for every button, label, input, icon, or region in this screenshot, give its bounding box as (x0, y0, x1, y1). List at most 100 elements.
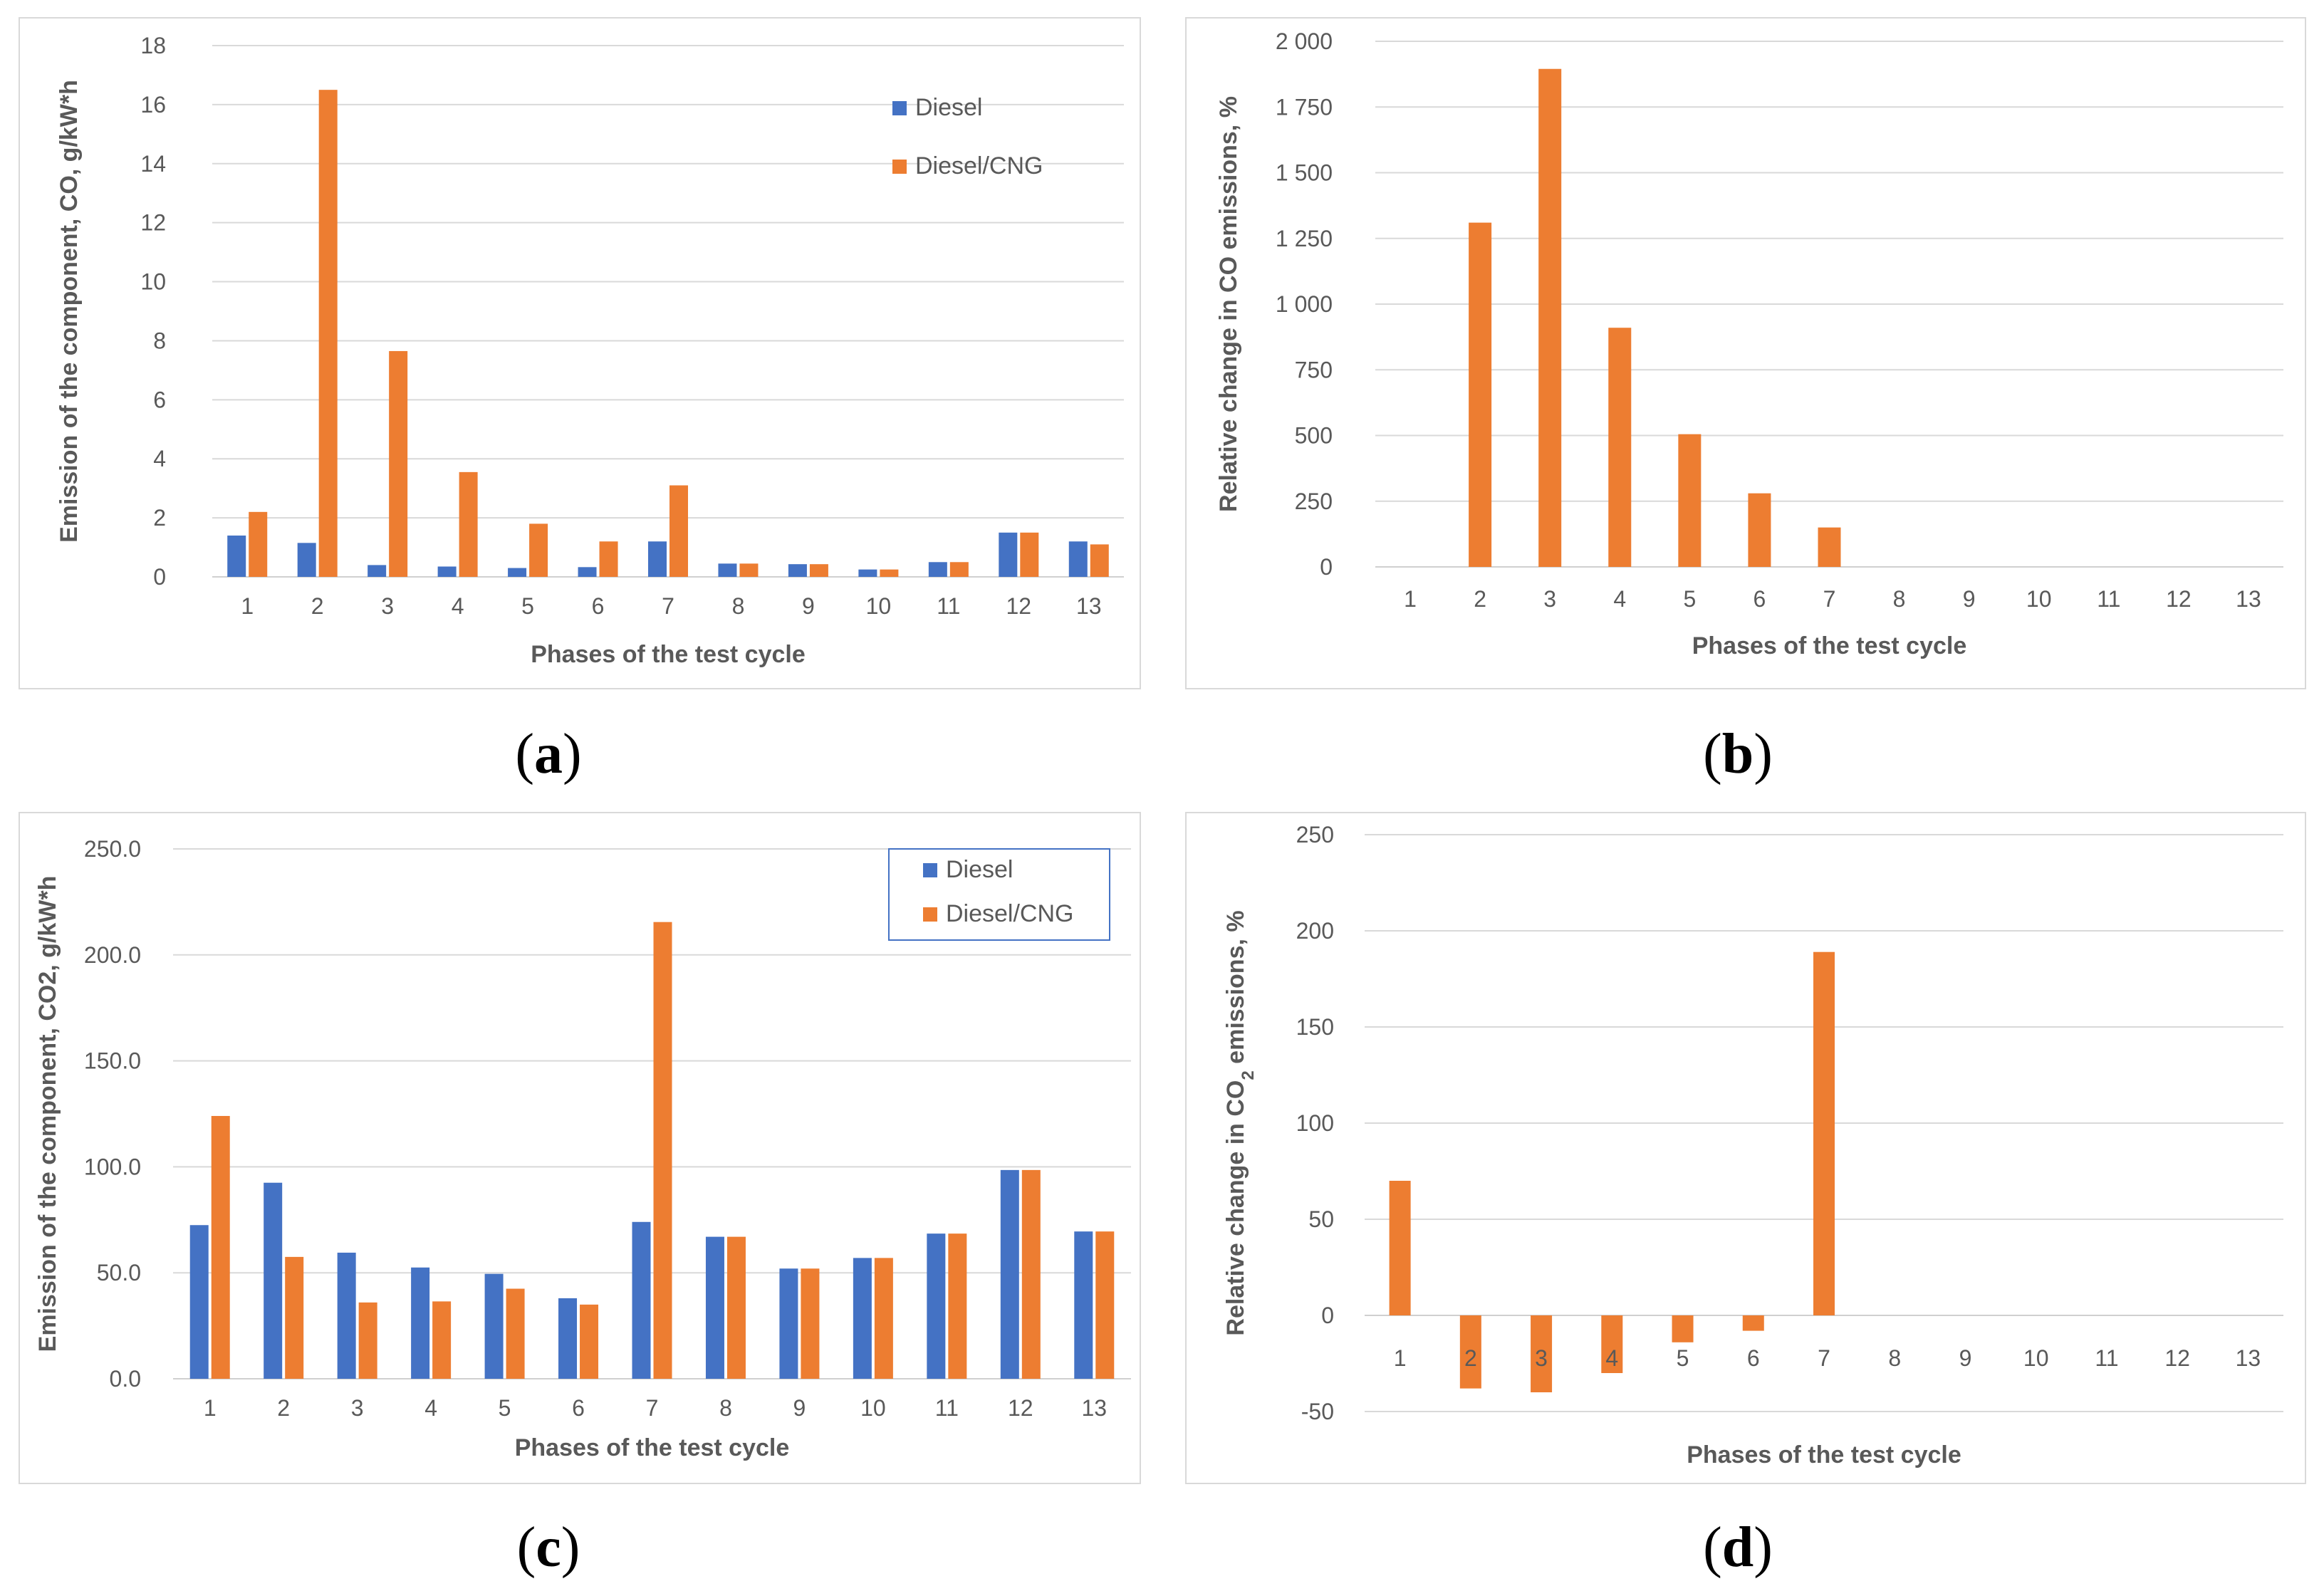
x-tick-label: 2 (311, 593, 324, 619)
chart-panel-d: -50 0 50 100 150 200 250 1 2 3 4 5 6 7 8 9 10 11 12 13 Phase… (1185, 812, 2306, 1484)
x-tick-label: 6 (572, 1395, 585, 1421)
bar-diesel-11 (927, 1233, 946, 1379)
caption-d: (d) (1703, 1516, 1773, 1579)
x-tick-label: 8 (1888, 1345, 1901, 1371)
bar-series-5 (1678, 434, 1702, 567)
x-axis-title: Phases of the test cycle (1692, 632, 1967, 659)
y-tick-label: 16 (140, 92, 166, 118)
x-tick-label: 9 (1963, 586, 1976, 612)
bar-diesel-3 (368, 565, 387, 577)
bar-diesel-cng-8 (739, 563, 759, 577)
y-tick-label: 1 000 (1276, 291, 1333, 317)
x-tick-label: 4 (452, 593, 464, 619)
bar-diesel-cng-2 (285, 1256, 304, 1379)
y-tick-label: 100 (1296, 1110, 1334, 1136)
bar-diesel-3 (337, 1252, 356, 1379)
x-tick-label: 10 (866, 593, 892, 619)
x-tick-label: 7 (662, 593, 674, 619)
x-tick-label: 13 (1081, 1395, 1107, 1421)
x-tick-label: 12 (2164, 1345, 2190, 1371)
y-tick-label: 0 (1321, 1303, 1334, 1328)
bar-diesel-cng-5 (529, 523, 548, 577)
bar-diesel-10 (853, 1258, 872, 1379)
x-tick-label: 3 (1543, 586, 1556, 612)
x-tick-label: 8 (1893, 586, 1906, 612)
x-tick-label: 11 (2095, 1345, 2118, 1371)
bar-diesel-9 (779, 1268, 798, 1379)
bar-diesel-cng-4 (459, 471, 478, 577)
bar-diesel-cng-8 (726, 1236, 746, 1379)
x-tick-label: 1 (241, 593, 254, 619)
bar-diesel-1 (189, 1225, 209, 1379)
bar-series-3 (1538, 68, 1562, 568)
x-tick-label: 7 (1818, 1345, 1830, 1371)
bar-diesel-cng-10 (874, 1258, 893, 1379)
x-tick-label: 2 (1474, 586, 1486, 612)
bar-diesel-cng-6 (599, 541, 618, 577)
y-tick-label: 200 (1296, 918, 1334, 944)
y-tick-label: 50 (1308, 1206, 1334, 1232)
y-tick-label: 250 (1295, 489, 1333, 514)
x-tick-label: 3 (1535, 1345, 1548, 1371)
x-axis-title: Phases of the test cycle (531, 641, 806, 668)
y-tick-label: 12 (140, 210, 166, 236)
x-tick-label: 11 (935, 1395, 959, 1421)
y-tick-label: 150.0 (84, 1048, 141, 1074)
bar-diesel-2 (264, 1182, 283, 1379)
x-tick-label: 4 (424, 1395, 437, 1421)
bar-diesel-4 (437, 566, 457, 577)
x-tick-label: 10 (2023, 1345, 2049, 1371)
chart-panel-b: 0 250 500 750 1 000 1 250 1 500 1 750 2 000 1 2 3 4 5… (1185, 17, 2306, 689)
x-tick-label: 3 (351, 1395, 364, 1421)
x-tick-label: 9 (793, 1395, 806, 1421)
legend-swatch (923, 907, 937, 922)
bar-series-6 (1748, 493, 1771, 567)
x-tick-label: 9 (1959, 1345, 1972, 1371)
bar-diesel-cng-9 (801, 1268, 820, 1379)
bar-diesel-5 (484, 1273, 504, 1379)
bar-diesel-12 (1000, 1169, 1019, 1379)
y-axis-title: Relative change in CO2 emissions, % (1222, 910, 1258, 1335)
y-tick-label: 2 (153, 505, 166, 531)
bar-series-3 (1531, 1315, 1553, 1392)
y-tick-label: 500 (1295, 423, 1333, 449)
x-tick-label: 2 (277, 1395, 290, 1421)
y-tick-label: 150 (1296, 1014, 1334, 1040)
y-tick-label: 100.0 (84, 1154, 141, 1179)
legend-swatch (892, 160, 907, 174)
bar-series-7 (1818, 527, 1841, 567)
x-tick-label: 13 (2236, 1345, 2261, 1371)
bar-diesel-2 (297, 543, 316, 577)
x-tick-label: 10 (860, 1395, 886, 1421)
bar-series-4 (1608, 328, 1632, 567)
bar-series-4 (1601, 1315, 1623, 1373)
bar-diesel-cng-7 (653, 922, 672, 1379)
x-tick-label: 13 (2236, 586, 2261, 612)
legend: Diesel Diesel/CNG (892, 94, 1043, 179)
bar-diesel-cng-2 (318, 90, 338, 577)
y-tick-label: -50 (1301, 1399, 1334, 1424)
bar-diesel-cng-1 (249, 511, 268, 577)
y-tick-label: 250 (1296, 822, 1334, 847)
bar-diesel-cng-9 (809, 564, 828, 577)
y-axis-title: Emission of the component, CO2, g/kW*h (34, 876, 61, 1352)
legend-label: Diesel (915, 94, 982, 121)
bar-diesel-cng-12 (1020, 532, 1039, 577)
x-tick-label: 12 (2166, 586, 2192, 612)
bar-diesel-cng-3 (358, 1302, 377, 1379)
x-tick-label: 5 (1677, 1345, 1689, 1371)
bar-diesel-cng-1 (211, 1115, 230, 1379)
bar-diesel-13 (1074, 1231, 1093, 1379)
y-axis-title: Emission of the component, CO, g/kW*h (56, 80, 83, 543)
bar-diesel-8 (718, 563, 737, 577)
x-tick-label: 1 (204, 1395, 217, 1421)
bar-diesel-6 (558, 1298, 578, 1379)
bar-series-7 (1813, 951, 1835, 1315)
bar-series-5 (1672, 1315, 1694, 1342)
x-tick-label: 8 (719, 1395, 732, 1421)
y-tick-label: 0.0 (110, 1366, 141, 1392)
x-tick-label: 10 (2026, 586, 2052, 612)
